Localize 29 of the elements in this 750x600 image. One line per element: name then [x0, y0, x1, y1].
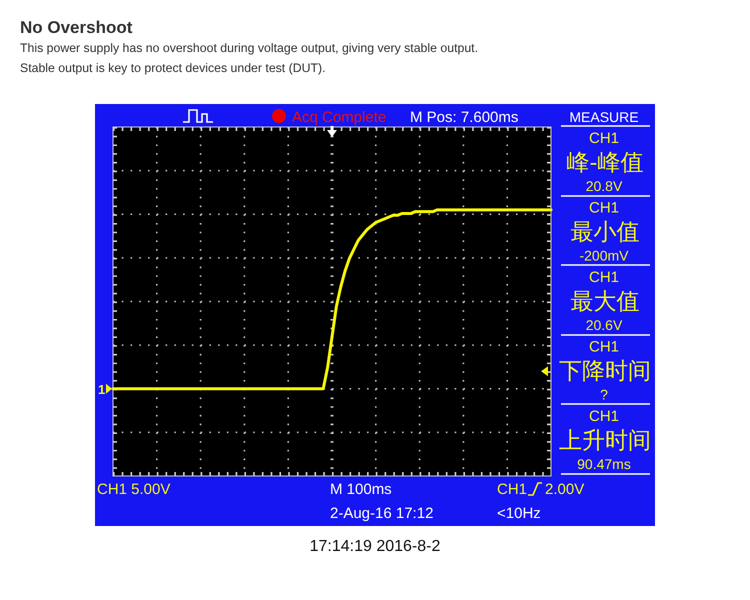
annotation: 1: [98, 382, 106, 397]
annotation: 90.47ms: [577, 456, 631, 472]
annotation: CH1: [589, 200, 619, 216]
annotation: CH1: [497, 481, 528, 498]
annotation: <10Hz: [497, 505, 541, 522]
annotation: CH1: [589, 338, 619, 356]
annotation: Acq Complete: [292, 109, 386, 126]
annotation: M Pos: 7.600ms: [410, 109, 518, 126]
annotation: 20.8V: [586, 178, 622, 194]
annotation: CH1 5.00V: [97, 481, 170, 498]
annotation: 2-Aug-16 17:12: [330, 505, 434, 522]
annotation: 20.6V: [586, 317, 622, 333]
annotation: 上升时间: [559, 427, 651, 453]
annotation: ?: [600, 386, 608, 402]
annotation: CH1: [589, 269, 619, 286]
subtitle: Stable output is key to protect devices under test (DUT).: [20, 61, 326, 75]
annotation: M 100ms: [330, 481, 392, 498]
annotation: 峰-峰值: [566, 149, 644, 175]
annotation: 2.00V: [545, 481, 584, 498]
annotation: CH1: [589, 130, 619, 147]
annotation: MEASURE: [569, 109, 639, 125]
annotation: 17:14:19 2016-8-2: [310, 538, 440, 555]
annotation: CH1: [589, 408, 619, 425]
annotation: 最大值: [570, 288, 640, 314]
annotation: -200mV: [579, 248, 629, 264]
annotation: 下降时间: [559, 358, 651, 384]
annotation: 最小值: [570, 218, 640, 244]
title: No Overshoot: [20, 18, 132, 37]
subtitle: This power supply has no overshoot during voltage output, giving very stable output.: [20, 41, 478, 55]
